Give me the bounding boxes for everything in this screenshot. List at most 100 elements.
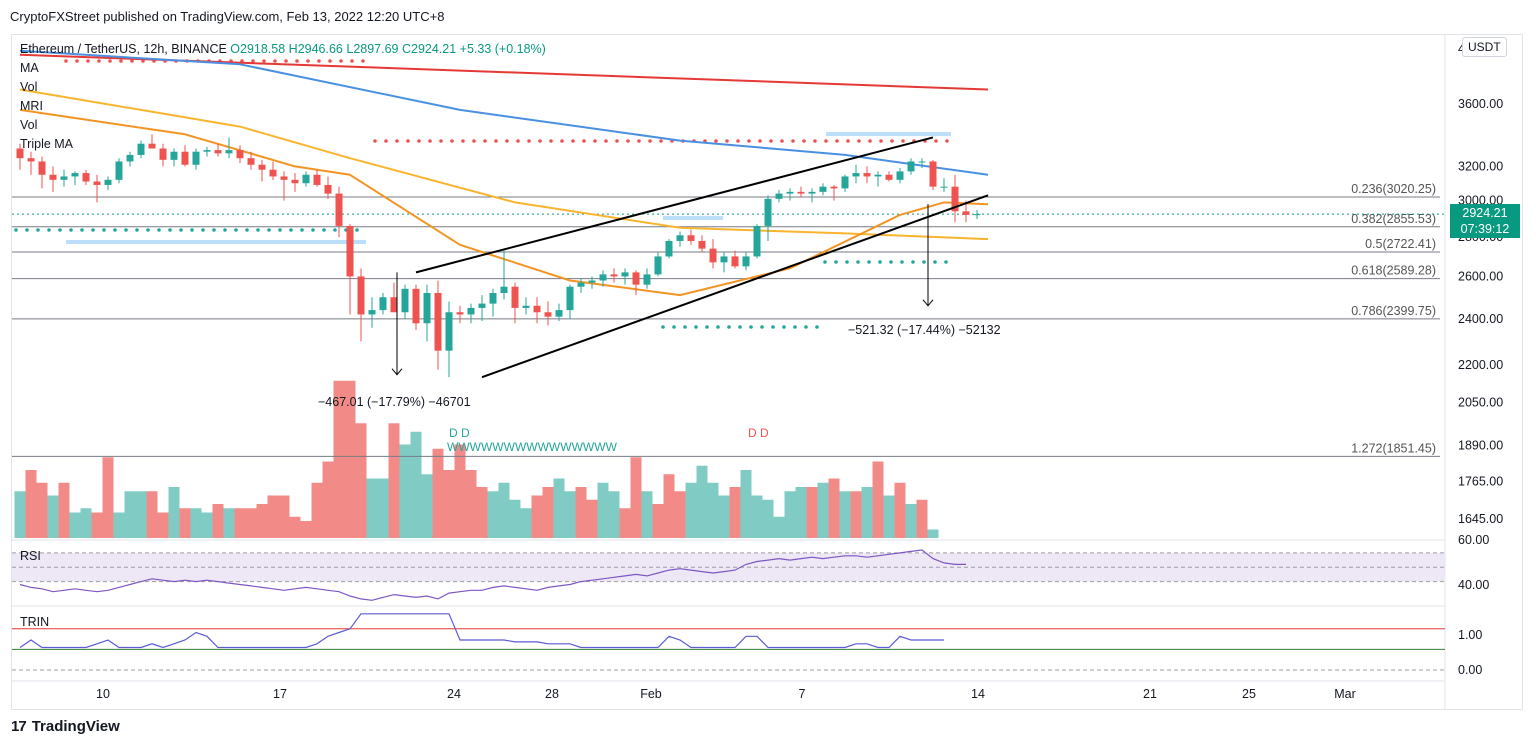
resistance-dots xyxy=(714,139,718,143)
resistance-dots xyxy=(725,139,729,143)
moving-average-line xyxy=(19,88,989,241)
indicator-ma[interactable]: MA xyxy=(20,61,39,75)
support-dots xyxy=(727,325,731,329)
volume-bar xyxy=(278,495,290,538)
candle-body xyxy=(456,312,464,315)
candle-body xyxy=(775,193,783,199)
channel-lower-line xyxy=(481,194,989,379)
candle-body xyxy=(940,186,948,188)
candle-body xyxy=(698,240,706,249)
volume-bar xyxy=(432,448,444,538)
support-dots xyxy=(845,260,849,264)
candle-body xyxy=(500,286,508,293)
resistance-dots xyxy=(251,59,255,63)
support-dots xyxy=(782,325,786,329)
volume-bar xyxy=(762,499,774,538)
support-dots xyxy=(867,260,871,264)
volume-bar xyxy=(773,516,785,538)
volume-bar xyxy=(102,457,114,538)
candle-body xyxy=(522,305,530,308)
volume-bar xyxy=(311,482,323,538)
volume-bar xyxy=(443,470,455,538)
candle-body xyxy=(588,280,596,283)
candle-body xyxy=(467,307,475,315)
candle-body xyxy=(874,174,882,177)
volume-bar xyxy=(421,474,433,538)
volume-bar xyxy=(597,482,609,538)
support-dots xyxy=(793,325,797,329)
resistance-dots xyxy=(835,139,839,143)
candle-body xyxy=(621,272,629,277)
support-dots xyxy=(355,228,359,232)
indicator-vol[interactable]: Vol xyxy=(20,80,38,94)
resistance-dots xyxy=(593,139,597,143)
y-tick-label: 2600.00 xyxy=(1458,269,1503,283)
candle-body xyxy=(71,173,79,177)
moving-average-line xyxy=(19,108,989,297)
indicator-vol-2[interactable]: Vol xyxy=(20,118,38,132)
indicator-triple-ma[interactable]: Triple MA xyxy=(20,137,74,151)
volume-bar xyxy=(25,470,37,538)
resistance-dots xyxy=(306,59,310,63)
measure-arrow-head xyxy=(391,368,403,376)
candle-body xyxy=(753,225,761,257)
support-dots xyxy=(683,325,687,329)
support-dots xyxy=(716,325,720,329)
currency-badge[interactable]: USDT xyxy=(1462,37,1507,57)
candle-body xyxy=(797,191,805,194)
volume-bar xyxy=(47,495,59,538)
support-zone xyxy=(66,240,366,244)
resistance-dots xyxy=(450,139,454,143)
resistance-dots xyxy=(494,139,498,143)
support-dots xyxy=(672,325,676,329)
measure-label: −521.32 (−17.44%) −52132 xyxy=(848,323,1001,337)
resistance-dots xyxy=(439,139,443,143)
volume-bar xyxy=(135,491,147,538)
candle-body xyxy=(236,150,244,159)
trin-label[interactable]: TRIN xyxy=(20,615,50,629)
chart-frame xyxy=(11,34,1523,710)
support-dots xyxy=(179,228,183,232)
candle-body xyxy=(49,174,57,180)
volume-bar xyxy=(91,512,103,538)
support-dots xyxy=(58,228,62,232)
resistance-dots xyxy=(648,139,652,143)
y-tick-label: 1645.00 xyxy=(1458,512,1503,526)
candle-body xyxy=(159,148,167,160)
resistance-dots xyxy=(273,59,277,63)
volume-bar xyxy=(894,482,906,538)
volume-bar xyxy=(806,487,818,538)
x-tick-label: 21 xyxy=(1143,687,1157,701)
resistance-dots xyxy=(64,59,68,63)
resistance-dots xyxy=(284,59,288,63)
support-dots xyxy=(14,228,18,232)
volume-bar xyxy=(190,508,202,538)
volume-bar xyxy=(355,423,367,538)
rsi-label[interactable]: RSI xyxy=(20,549,41,563)
resistance-dots xyxy=(328,59,332,63)
support-dots xyxy=(771,325,775,329)
resistance-dots xyxy=(758,139,762,143)
support-dots xyxy=(278,228,282,232)
candle-body xyxy=(192,151,200,165)
support-dots xyxy=(922,260,926,264)
candle-body xyxy=(786,191,794,194)
y-tick-label: 2400.00 xyxy=(1458,312,1503,326)
candle-body xyxy=(280,176,288,180)
resistance-dots xyxy=(295,59,299,63)
candle-body xyxy=(346,225,354,277)
tradingview-footer[interactable]: 17 TradingView xyxy=(11,718,120,735)
candle-body xyxy=(258,164,266,170)
resistance-dots xyxy=(130,59,134,63)
resistance-dots xyxy=(582,139,586,143)
symbol-label[interactable]: Ethereum / TetherUS, 12h, BINANCE xyxy=(20,42,227,56)
support-dots xyxy=(223,228,227,232)
candle-body xyxy=(764,198,772,226)
candle-body xyxy=(885,174,893,180)
candle-body xyxy=(841,176,849,189)
indicator-mri[interactable]: MRI xyxy=(20,99,43,113)
signal-annotation: D D xyxy=(748,426,769,440)
volume-bar xyxy=(531,495,543,538)
support-dots xyxy=(113,228,117,232)
